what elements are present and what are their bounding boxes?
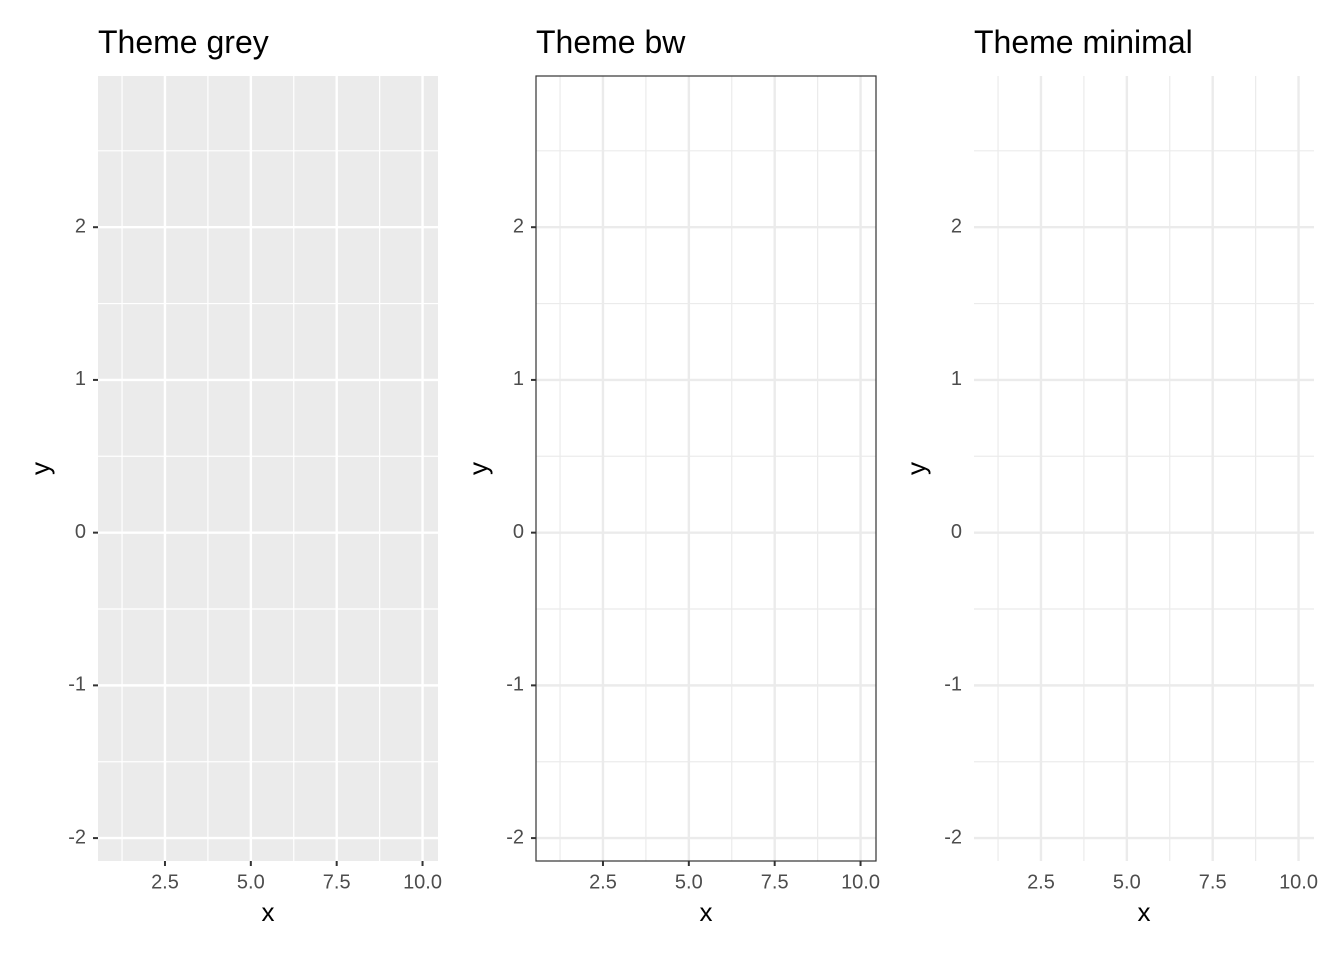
y-tick-label: 2	[75, 215, 86, 237]
y-tick-label: 0	[75, 521, 86, 543]
y-tick-label: -1	[506, 674, 524, 696]
x-tick-label: 2.5	[1027, 871, 1055, 893]
panel-background	[98, 76, 438, 861]
chart-title: Theme grey	[98, 24, 269, 60]
x-tick-label: 7.5	[1199, 871, 1227, 893]
x-axis-title: x	[700, 897, 713, 927]
y-tick-label: -2	[944, 826, 962, 848]
x-tick-label: 10.0	[403, 871, 442, 893]
y-tick-label: 1	[513, 368, 524, 390]
chart-title: Theme bw	[536, 24, 686, 60]
x-tick-label: 10.0	[1279, 871, 1318, 893]
panel-border	[535, 75, 877, 862]
y-tick-label: 0	[951, 521, 962, 543]
y-tick-label: -2	[68, 826, 86, 848]
x-tick-label: 7.5	[323, 871, 351, 893]
y-tick-label: 2	[513, 215, 524, 237]
x-tick-label: 7.5	[761, 871, 789, 893]
x-tick-label: 5.0	[675, 871, 703, 893]
x-tick-label: 2.5	[151, 871, 179, 893]
x-tick-label: 2.5	[589, 871, 617, 893]
x-tick-label: 5.0	[237, 871, 265, 893]
y-axis-title: y	[901, 462, 931, 475]
x-tick-label: 10.0	[841, 871, 880, 893]
y-tick-label: -1	[68, 674, 86, 696]
x-tick-label: 5.0	[1113, 871, 1141, 893]
y-tick-label: 1	[75, 368, 86, 390]
y-tick-label: 1	[951, 368, 962, 390]
chart-title: Theme minimal	[974, 24, 1193, 60]
y-tick-label: 2	[951, 215, 962, 237]
x-axis-title: x	[262, 897, 275, 927]
panel-background	[974, 76, 1314, 861]
panel-background	[536, 76, 876, 861]
y-axis-title: y	[463, 462, 493, 475]
y-tick-label: -2	[506, 826, 524, 848]
y-axis-title: y	[25, 462, 55, 475]
y-tick-label: -1	[944, 674, 962, 696]
y-tick-label: 0	[513, 521, 524, 543]
x-axis-title: x	[1138, 897, 1151, 927]
